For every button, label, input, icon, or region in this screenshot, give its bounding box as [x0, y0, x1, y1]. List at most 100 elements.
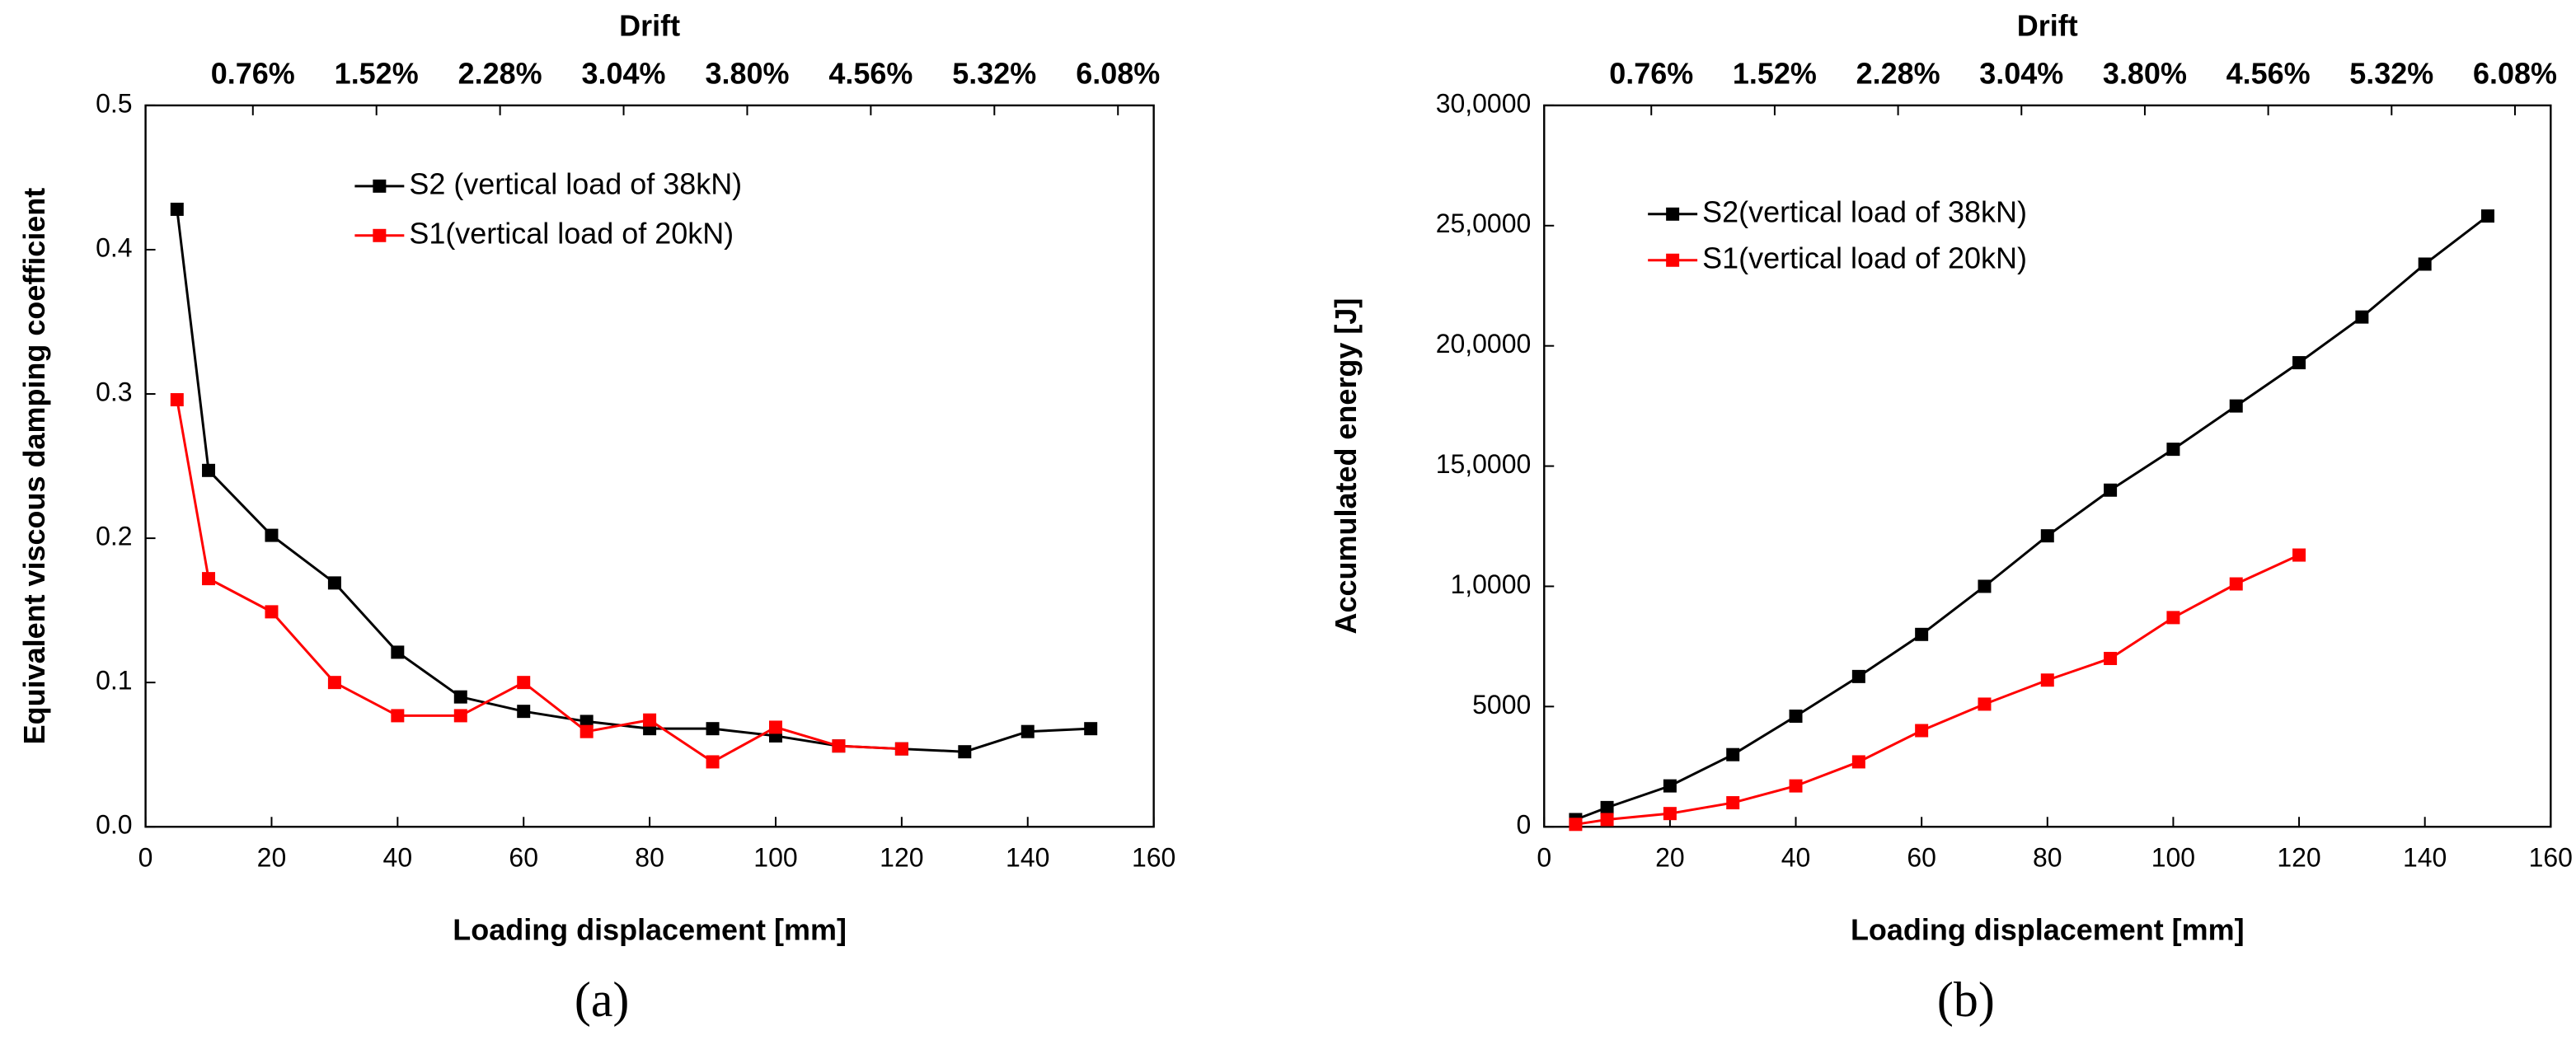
- marker: [1600, 813, 1614, 827]
- series-line: [176, 209, 1091, 753]
- y-tick-label: 0.3: [96, 377, 132, 406]
- marker: [2166, 611, 2180, 625]
- marker: [1915, 627, 1929, 641]
- x-tick-label: 40: [1781, 843, 1811, 873]
- marker: [706, 755, 720, 769]
- x2-tick-label: 3.80%: [2103, 56, 2187, 90]
- x2-tick-label: 5.32%: [952, 56, 1036, 90]
- x2-tick-label: 6.08%: [2473, 56, 2557, 90]
- marker: [2104, 651, 2118, 665]
- x-tick-label: 120: [880, 843, 923, 873]
- marker: [453, 709, 467, 723]
- marker: [453, 690, 467, 704]
- legend-marker: [373, 228, 387, 242]
- legend-label: S2 (vertical load of 38kN): [409, 166, 742, 200]
- marker: [170, 393, 184, 407]
- y-tick-label: 5000: [1472, 690, 1531, 719]
- x2-tick-label: 1.52%: [1733, 56, 1817, 90]
- y-tick-label: 0: [1516, 810, 1531, 840]
- marker: [1978, 697, 1992, 711]
- marker: [2418, 257, 2432, 271]
- marker: [1600, 800, 1614, 814]
- marker: [1084, 722, 1098, 736]
- marker: [958, 745, 972, 759]
- legend-label: S2(vertical load of 38kN): [1702, 194, 2027, 228]
- x2-tick-label: 2.28%: [1856, 56, 1940, 90]
- x2-tick-label: 5.32%: [2349, 56, 2433, 90]
- marker: [2292, 548, 2306, 562]
- x2-tick-label: 4.56%: [828, 56, 913, 90]
- marker: [2166, 443, 2180, 457]
- legend-marker: [1666, 207, 1680, 221]
- chart: 0 20 40 60 80 100 120 140 160 0 5000 1,0000 15,0000 2…: [1329, 8, 2573, 1026]
- x2-tick-label: 6.08%: [1076, 56, 1160, 90]
- marker: [1663, 807, 1677, 821]
- x-tick-label: 140: [1006, 843, 1049, 873]
- x-tick-label: 160: [2529, 843, 2573, 873]
- marker: [265, 605, 279, 619]
- legend-label: S1(vertical load of 20kN): [409, 216, 734, 250]
- marker: [1978, 579, 1992, 593]
- marker: [768, 720, 782, 734]
- marker: [391, 645, 405, 659]
- x2-tick-label: 3.04%: [582, 56, 666, 90]
- series-line: [176, 399, 902, 764]
- y-tick-label: 20,0000: [1436, 329, 1532, 358]
- marker: [579, 715, 594, 729]
- marker: [706, 722, 720, 736]
- y-tick-label: 15,0000: [1436, 449, 1532, 479]
- marker: [265, 528, 279, 542]
- x-tick-label: 40: [383, 843, 413, 873]
- marker: [643, 713, 657, 727]
- y-tick-label: 0.2: [96, 522, 132, 551]
- x-tick-label: 0: [138, 843, 153, 873]
- x2-tick-label: 0.76%: [1609, 56, 1693, 90]
- x-tick-label: 80: [2033, 843, 2062, 873]
- caption: (b): [1937, 972, 1995, 1027]
- marker: [2104, 483, 2118, 497]
- marker: [1569, 818, 1583, 832]
- series-line: [1574, 214, 2489, 821]
- legend-label: S1(vertical load of 20kN): [1702, 241, 2027, 274]
- marker: [327, 576, 341, 590]
- x2-tick-label: 1.52%: [335, 56, 419, 90]
- marker: [1915, 724, 1929, 738]
- chart: 0 20 40 60 80 100 120 140 160 0.0 0.1 0.2 0.3 0.4 0.5 0…: [17, 8, 1175, 1026]
- y-axis-label: Accumulated energy [J]: [1329, 298, 1363, 635]
- marker: [2229, 399, 2243, 413]
- x-axis-label: Loading displacement [mm]: [1851, 913, 2245, 947]
- marker: [2229, 577, 2243, 591]
- y-tick-label: 25,0000: [1436, 209, 1532, 238]
- x2-tick-label: 4.56%: [2226, 56, 2311, 90]
- marker: [1851, 669, 1865, 683]
- marker: [170, 202, 184, 216]
- x2-tick-label: 3.80%: [705, 56, 789, 90]
- marker: [2292, 356, 2306, 370]
- x-tick-label: 120: [2277, 843, 2320, 873]
- y-tick-label: 1,0000: [1450, 569, 1531, 599]
- x-tick-label: 60: [509, 843, 538, 873]
- marker: [517, 676, 531, 690]
- x-tick-label: 100: [2151, 843, 2195, 873]
- marker: [894, 742, 908, 756]
- marker: [1021, 724, 1035, 738]
- x-tick-label: 100: [753, 843, 797, 873]
- x2-tick-label: 2.28%: [458, 56, 542, 90]
- legend-marker: [373, 179, 387, 193]
- marker: [1851, 755, 1865, 769]
- x-tick-label: 60: [1907, 843, 1936, 873]
- marker: [1789, 779, 1803, 793]
- marker: [2355, 310, 2369, 324]
- x-tick-label: 140: [2403, 843, 2447, 873]
- x-tick-label: 0: [1537, 843, 1551, 873]
- x2-axis-label: Drift: [2017, 8, 2078, 42]
- marker: [2040, 529, 2054, 543]
- marker: [391, 709, 405, 723]
- marker: [2480, 209, 2494, 223]
- caption: (a): [575, 972, 630, 1027]
- y-axis-label: Equivalent viscous damping coefficient: [17, 188, 51, 745]
- x2-tick-label: 3.04%: [1979, 56, 2063, 90]
- y-tick-label: 0.0: [96, 810, 132, 840]
- x-tick-label: 160: [1132, 843, 1175, 873]
